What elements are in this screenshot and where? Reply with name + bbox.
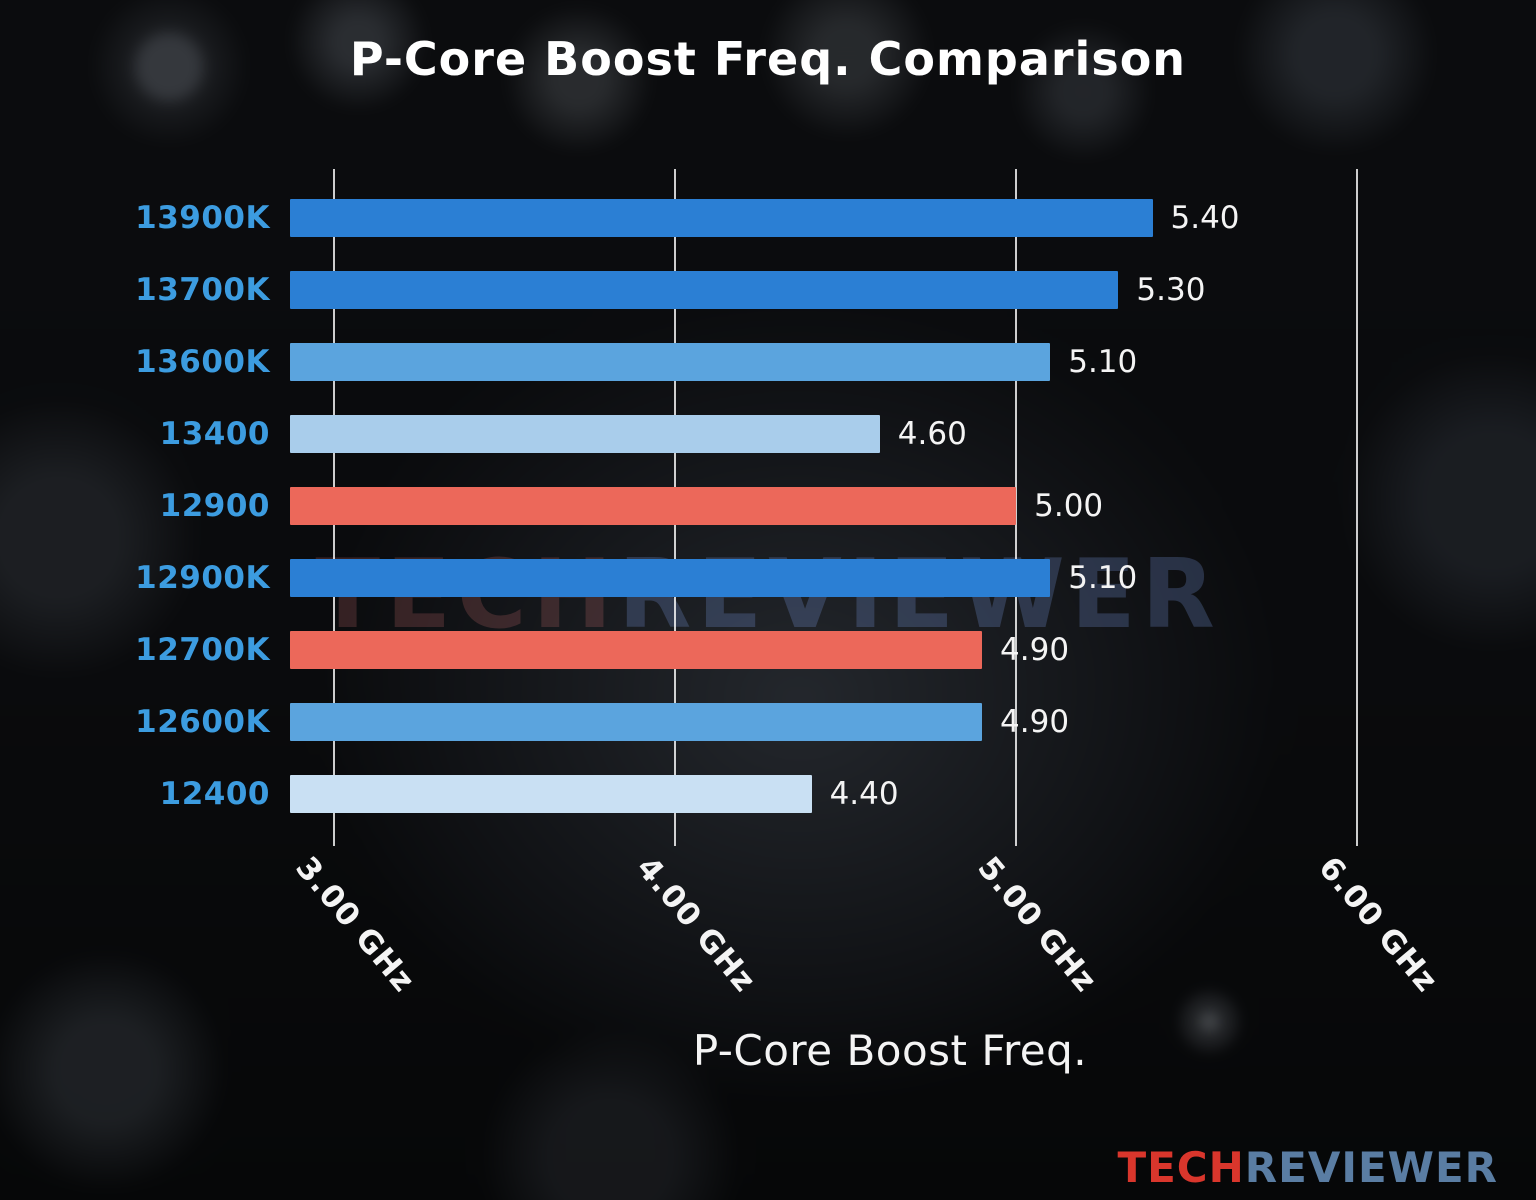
bar-track: 5.30 bbox=[290, 254, 1490, 326]
category-label: 12600K bbox=[135, 704, 270, 740]
value-label: 5.30 bbox=[1136, 272, 1206, 308]
brand-logo-reviewer: REVIEWER bbox=[1244, 1143, 1498, 1192]
bar-row: 13600K 5.10 bbox=[0, 326, 1490, 398]
bar-row: 12900 5.00 bbox=[0, 470, 1490, 542]
bar-rows: 13900K 5.40 13700K 5.30 13600K 5.10 13400 4.60 1… bbox=[0, 182, 1490, 830]
bar-row: 12600K 4.90 bbox=[0, 686, 1490, 758]
x-tick-label: 3.00 GHz bbox=[288, 850, 423, 1000]
category-label: 13600K bbox=[135, 344, 270, 380]
bar-row: 12400 4.40 bbox=[0, 758, 1490, 830]
bar-track: 4.90 bbox=[290, 686, 1490, 758]
gridline bbox=[1356, 169, 1359, 846]
bar bbox=[290, 199, 1153, 237]
category-label: 13700K bbox=[135, 272, 270, 308]
bar-track: 4.90 bbox=[290, 614, 1490, 686]
bar bbox=[290, 415, 880, 453]
bar bbox=[290, 343, 1051, 381]
bar-track: 4.40 bbox=[290, 758, 1490, 830]
bar-track: 5.00 bbox=[290, 470, 1490, 542]
bar-row: 13700K 5.30 bbox=[0, 254, 1490, 326]
chart-title: P-Core Boost Freq. Comparison bbox=[349, 32, 1187, 86]
brand-logo: TECHREVIEWER bbox=[1117, 1143, 1498, 1192]
x-axis-label: P-Core Boost Freq. bbox=[692, 1026, 1088, 1075]
category-label: 13400 bbox=[159, 416, 270, 452]
bar-track: 4.60 bbox=[290, 398, 1490, 470]
gridline bbox=[1015, 169, 1018, 846]
x-tick-label: 5.00 GHz bbox=[970, 850, 1105, 1000]
value-label: 5.00 bbox=[1034, 488, 1104, 524]
bar-track: 5.10 bbox=[290, 326, 1490, 398]
category-label: 13900K bbox=[135, 200, 270, 236]
brand-logo-tech: TECH bbox=[1117, 1143, 1245, 1192]
x-ticks: 3.00 GHz 4.00 GHz 5.00 GHz 6.00 GHz bbox=[288, 830, 1490, 1020]
value-label: 5.40 bbox=[1170, 200, 1240, 236]
bar bbox=[290, 487, 1017, 525]
value-label: 5.10 bbox=[1068, 344, 1138, 380]
bar-row: 13400 4.60 bbox=[0, 398, 1490, 470]
value-label: 5.10 bbox=[1068, 560, 1138, 596]
bar bbox=[290, 775, 812, 813]
x-tick-label: 4.00 GHz bbox=[629, 850, 764, 1000]
bar-row: 12900K 5.10 bbox=[0, 542, 1490, 614]
bar-row: 13900K 5.40 bbox=[0, 182, 1490, 254]
value-label: 4.90 bbox=[1000, 704, 1070, 740]
bar-track: 5.10 bbox=[290, 542, 1490, 614]
bar bbox=[290, 559, 1051, 597]
category-label: 12700K bbox=[135, 632, 270, 668]
category-label: 12900K bbox=[135, 560, 270, 596]
value-label: 4.40 bbox=[829, 776, 899, 812]
bar bbox=[290, 631, 983, 669]
bar-row: 12700K 4.90 bbox=[0, 614, 1490, 686]
category-label: 12900 bbox=[159, 488, 270, 524]
x-tick-label: 6.00 GHz bbox=[1311, 850, 1445, 1000]
value-label: 4.90 bbox=[1000, 632, 1070, 668]
category-label: 12400 bbox=[159, 776, 270, 812]
bar bbox=[290, 703, 983, 741]
bar-track: 5.40 bbox=[290, 182, 1490, 254]
bar bbox=[290, 271, 1119, 309]
plot-area: 13900K 5.40 13700K 5.30 13600K 5.10 13400 4.60 1… bbox=[0, 169, 1490, 846]
value-label: 4.60 bbox=[897, 416, 967, 452]
